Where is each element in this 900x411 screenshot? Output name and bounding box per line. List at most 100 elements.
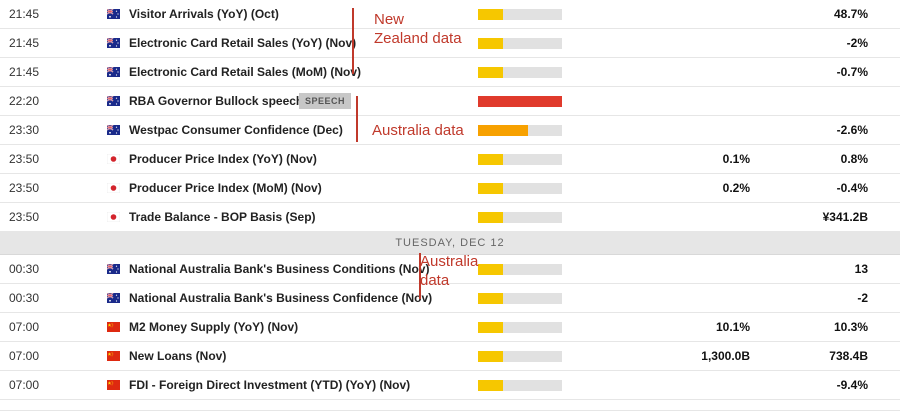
table-row[interactable]: 00:30 National Australia Bank's Business … bbox=[0, 255, 900, 284]
impact-bar bbox=[478, 9, 562, 20]
event-time: 00:30 bbox=[9, 262, 40, 276]
forecast-value: 0.1% bbox=[722, 152, 750, 166]
australia-flag-icon bbox=[106, 95, 120, 106]
forecast-value bbox=[700, 116, 750, 144]
impact-bar bbox=[478, 154, 562, 165]
event-time: 23:30 bbox=[9, 123, 40, 137]
impact-bar bbox=[478, 322, 562, 333]
japan-flag-icon bbox=[106, 153, 121, 165]
forecast-value bbox=[700, 203, 750, 231]
impact-bar-fill bbox=[478, 351, 504, 362]
event-time: 23:50 bbox=[9, 210, 40, 224]
impact-bar bbox=[478, 212, 562, 223]
impact-bar-fill bbox=[478, 154, 504, 165]
impact-bar-fill bbox=[478, 264, 504, 275]
australia-flag-icon bbox=[106, 292, 120, 303]
impact-bar bbox=[478, 125, 562, 136]
forecast-value bbox=[700, 284, 750, 312]
forecast-value bbox=[700, 255, 750, 283]
impact-bar-fill bbox=[478, 96, 562, 107]
event-time: 23:50 bbox=[9, 181, 40, 195]
australia-flag-icon bbox=[106, 124, 120, 135]
table-row[interactable]: 07:00 FDI - Foreign Direct Investment (YT… bbox=[0, 371, 900, 400]
previous-value: -0.4% bbox=[836, 181, 868, 195]
event-name[interactable]: National Australia Bank's Business Condi… bbox=[129, 262, 430, 276]
table-row-partial bbox=[0, 400, 900, 411]
event-time: 07:00 bbox=[9, 378, 40, 392]
event-name[interactable]: Trade Balance - BOP Basis (Sep) bbox=[129, 210, 316, 224]
forecast-value bbox=[700, 0, 750, 28]
event-name[interactable]: Electronic Card Retail Sales (YoY) (Nov) bbox=[129, 36, 357, 50]
impact-bar bbox=[478, 264, 562, 275]
day-separator-label: TUESDAY, DEC 12 bbox=[395, 237, 505, 249]
table-row[interactable]: 23:50 Trade Balance - BOP Basis (Sep) ¥341… bbox=[0, 203, 900, 232]
previous-value: -2.6% bbox=[836, 123, 868, 137]
event-time: 07:00 bbox=[9, 320, 40, 334]
japan-flag-icon bbox=[106, 211, 121, 223]
event-time: 21:45 bbox=[9, 7, 40, 21]
previous-value: -0.7% bbox=[836, 65, 868, 79]
previous-value: 48.7% bbox=[833, 7, 868, 21]
event-name[interactable]: Westpac Consumer Confidence (Dec) bbox=[129, 123, 343, 137]
table-row[interactable]: 00:30 National Australia Bank's Business … bbox=[0, 284, 900, 313]
previous-value: -2% bbox=[846, 36, 868, 50]
event-name[interactable]: National Australia Bank's Business Confi… bbox=[129, 291, 433, 305]
forecast-value: 10.1% bbox=[715, 320, 750, 334]
impact-bar-fill bbox=[478, 125, 529, 136]
impact-bar bbox=[478, 96, 562, 107]
impact-bar bbox=[478, 38, 562, 49]
event-name[interactable]: Visitor Arrivals (YoY) (Oct) bbox=[129, 7, 279, 21]
event-name[interactable]: M2 Money Supply (YoY) (Nov) bbox=[129, 320, 299, 334]
table-row[interactable]: 07:00 New Loans (Nov) 1,300.0B 738.4B bbox=[0, 342, 900, 371]
previous-value: 738.4B bbox=[829, 349, 868, 363]
event-name[interactable]: Producer Price Index (MoM) (Nov) bbox=[129, 181, 322, 195]
forecast-value bbox=[700, 58, 750, 86]
annotation-line-au1 bbox=[356, 96, 358, 142]
event-name[interactable]: New Loans (Nov) bbox=[129, 349, 227, 363]
impact-bar-fill bbox=[478, 67, 504, 78]
previous-value: -9.4% bbox=[836, 378, 868, 392]
impact-bar bbox=[478, 380, 562, 391]
table-row[interactable]: 23:50 Producer Price Index (MoM) (Nov) 0.2… bbox=[0, 174, 900, 203]
australia-flag-icon bbox=[106, 66, 120, 77]
table-row[interactable]: 21:45 Electronic Card Retail Sales (YoY) … bbox=[0, 29, 900, 58]
previous-value bbox=[800, 87, 868, 115]
event-time: 00:30 bbox=[9, 291, 40, 305]
events-list-monday: 21:45 Visitor Arrivals (YoY) (Oct) 48.7% 21… bbox=[0, 0, 900, 232]
table-row[interactable]: 07:00 M2 Money Supply (YoY) (Nov) 10.1% 10.… bbox=[0, 313, 900, 342]
event-time: 21:45 bbox=[9, 36, 40, 50]
forecast-value: 0.2% bbox=[722, 181, 750, 195]
previous-value: -2 bbox=[857, 291, 868, 305]
japan-flag-icon bbox=[106, 182, 121, 194]
forecast-value bbox=[700, 371, 750, 399]
table-row[interactable]: 21:45 Electronic Card Retail Sales (MoM) … bbox=[0, 58, 900, 87]
australia-flag-icon bbox=[106, 263, 120, 274]
impact-bar-fill bbox=[478, 183, 504, 194]
forecast-value: 1,300.0B bbox=[701, 349, 750, 363]
event-name[interactable]: RBA Governor Bullock speech bbox=[129, 94, 304, 108]
impact-bar-fill bbox=[478, 293, 504, 304]
impact-bar-fill bbox=[478, 322, 504, 333]
event-time: 21:45 bbox=[9, 65, 40, 79]
table-row[interactable]: 22:20 RBA Governor Bullock speech SPEECH bbox=[0, 87, 900, 116]
impact-bar-fill bbox=[478, 212, 504, 223]
event-name[interactable]: FDI - Foreign Direct Investment (YTD) (Y… bbox=[129, 378, 411, 392]
previous-value: 0.8% bbox=[840, 152, 868, 166]
annotation-line-nz bbox=[352, 8, 354, 74]
event-name[interactable]: Electronic Card Retail Sales (MoM) (Nov) bbox=[129, 65, 362, 79]
impact-bar bbox=[478, 67, 562, 78]
event-time: 07:00 bbox=[9, 349, 40, 363]
event-time: 22:20 bbox=[9, 94, 40, 108]
table-row[interactable]: 23:50 Producer Price Index (YoY) (Nov) 0.1… bbox=[0, 145, 900, 174]
china-flag-icon bbox=[107, 350, 120, 361]
event-name[interactable]: Producer Price Index (YoY) (Nov) bbox=[129, 152, 317, 166]
forecast-value bbox=[700, 29, 750, 57]
table-row[interactable]: 21:45 Visitor Arrivals (YoY) (Oct) 48.7% bbox=[0, 0, 900, 29]
impact-bar bbox=[478, 293, 562, 304]
annotation-line-au2 bbox=[419, 253, 421, 299]
table-row[interactable]: 23:30 Westpac Consumer Confidence (Dec) -2… bbox=[0, 116, 900, 145]
day-separator: TUESDAY, DEC 12 bbox=[0, 232, 900, 255]
australia-flag-icon bbox=[106, 8, 120, 19]
impact-bar bbox=[478, 351, 562, 362]
